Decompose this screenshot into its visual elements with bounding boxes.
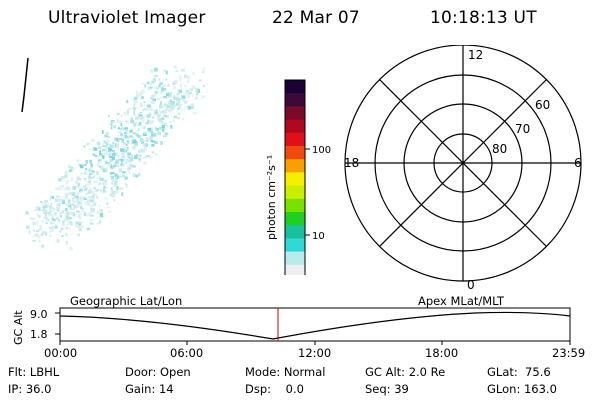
colorbar-segment — [285, 146, 305, 160]
filter-status: Flt: LBHL — [8, 365, 60, 379]
colorbar-segment — [285, 119, 305, 134]
colorbar: 100 10 photon cm⁻²s⁻¹ — [265, 79, 331, 275]
timeline-y-tick: 1.8 — [30, 328, 48, 341]
colorbar-segment — [285, 159, 305, 173]
polar-diagonal — [379, 79, 547, 247]
glat-status: GLat: 75.6 — [487, 365, 551, 379]
timeline-x-tick: 06:00 — [170, 346, 203, 360]
colorbar-segment — [285, 264, 305, 275]
mlt-label-noon: 12 — [468, 48, 483, 62]
instrument-title: Ultraviolet Imager — [48, 8, 206, 28]
timeline-frame — [59, 307, 571, 342]
colorbar-segment — [285, 198, 305, 213]
colorbar-frame — [284, 79, 306, 275]
colorbar-unit-label: photon cm⁻²s⁻¹ — [265, 155, 278, 240]
colorbar-segment — [285, 238, 305, 253]
geographic-caption: Geographic Lat/Lon — [70, 294, 183, 308]
timeline-y-title: GC Alt — [12, 310, 25, 345]
apex-caption: Apex MLat/MLT — [418, 294, 505, 308]
uv-image-panel — [21, 57, 206, 251]
time-label: 10:18:13 UT — [430, 8, 537, 28]
colorbar-segment — [285, 185, 305, 200]
colorbar-segment — [285, 212, 305, 226]
gc-alt-status: GC Alt: 2.0 Re — [365, 365, 446, 379]
auroral-speckle — [25, 65, 206, 251]
colorbar-tick-label: 100 — [312, 145, 331, 156]
glon-status: GLon: 163.0 — [487, 382, 557, 396]
door-status: Door: Open — [125, 365, 191, 379]
mlat-label-80: 80 — [492, 142, 507, 156]
ip-status: IP: 36.0 — [8, 382, 52, 396]
colorbar-segment — [285, 132, 305, 147]
mlt-label-dusk: 18 — [344, 156, 359, 170]
limb-arc — [21, 57, 29, 113]
date-label: 22 Mar 07 — [272, 8, 360, 28]
colorbar-segment — [285, 106, 305, 121]
timeline-x-tick: 23:59 — [552, 346, 585, 360]
mlt-label-midnight: 0 — [467, 278, 475, 290]
colorbar-segment — [285, 251, 305, 266]
colorbar-segment — [285, 225, 305, 239]
polar-plot: 12 18 6 0 60 70 80 — [344, 45, 582, 290]
gain-status: Gain: 14 — [125, 382, 174, 396]
timeline-x-tick: 00:00 — [44, 346, 77, 360]
colorbar-segment — [285, 93, 305, 107]
colorbar-tick-label: 10 — [312, 231, 325, 242]
timeline-x-tick: 12:00 — [298, 346, 331, 360]
mlat-label-60: 60 — [535, 98, 550, 112]
altitude-timeline: GC Alt 9.0 1.8 00:00 06:00 12:00 18:00 2… — [12, 307, 585, 360]
mlat-label-70: 70 — [515, 122, 530, 136]
timeline-x-tick: 18:00 — [425, 346, 458, 360]
dsp-status: Dsp: 0.0 — [245, 382, 304, 396]
altitude-curve — [59, 311, 571, 340]
colorbar-gradient — [285, 80, 305, 275]
colorbar-segment — [285, 80, 305, 94]
mode-status: Mode: Normal — [245, 365, 326, 379]
mlt-label-dawn: 6 — [574, 156, 582, 170]
timeline-y-tick: 9.0 — [30, 308, 48, 321]
colorbar-segment — [285, 172, 305, 187]
seq-status: Seq: 39 — [365, 382, 409, 396]
